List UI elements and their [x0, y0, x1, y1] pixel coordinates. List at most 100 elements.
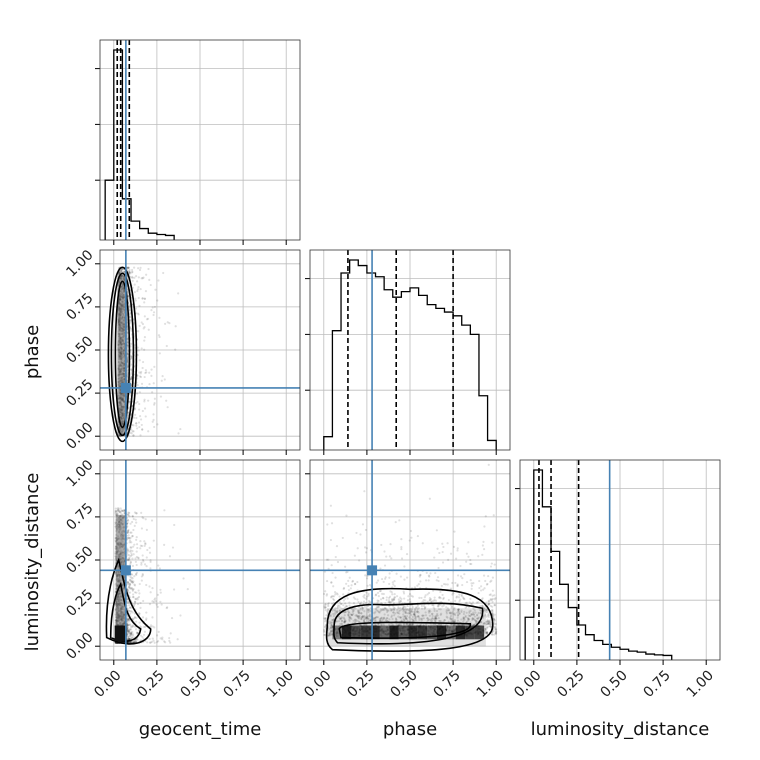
contour-1 — [110, 272, 135, 437]
scatter-point — [347, 588, 351, 592]
scatter-point — [489, 593, 492, 596]
scatter-point — [341, 536, 344, 540]
scatter-point — [135, 563, 138, 567]
scatter-point — [454, 613, 457, 617]
scatter-point — [485, 623, 488, 626]
scatter-point — [129, 522, 132, 525]
scatter-point — [421, 614, 424, 617]
scatter-point — [149, 641, 152, 644]
scatter-point — [426, 593, 429, 596]
scatter-point — [140, 575, 143, 578]
scatter-point — [142, 327, 145, 330]
scatter-point — [442, 596, 445, 600]
scatter-point — [369, 610, 372, 613]
scatter-point — [127, 638, 130, 641]
scatter-point — [165, 344, 168, 348]
scatter-point — [339, 617, 342, 620]
scatter-point — [356, 580, 359, 584]
scatter-point — [159, 637, 162, 640]
scatter-point — [118, 271, 121, 274]
scatter-point — [137, 267, 140, 270]
scatter-point — [397, 606, 400, 609]
scatter-point — [351, 579, 355, 583]
scatter-point — [366, 615, 370, 618]
scatter-point — [409, 612, 412, 615]
scatter-point — [358, 559, 361, 562]
scatter-point — [457, 608, 460, 611]
scatter-point — [140, 370, 143, 374]
scatter-point — [121, 509, 124, 513]
scatter-point — [141, 297, 144, 300]
scatter-point — [441, 542, 444, 545]
scatter-point — [127, 637, 130, 640]
scatter-point — [340, 616, 343, 619]
scatter-point — [126, 622, 129, 625]
scatter-point — [344, 620, 347, 623]
scatter-point — [405, 623, 409, 626]
scatter-point — [135, 598, 138, 601]
scatter-point — [390, 598, 394, 601]
x-tick-label: 0.50 — [177, 668, 210, 701]
scatter-point — [367, 594, 370, 597]
scatter-point — [384, 602, 387, 605]
scatter-point — [361, 616, 364, 619]
scatter-point — [168, 636, 171, 640]
scatter-point — [447, 609, 451, 612]
scatter-point — [141, 574, 144, 577]
scatter-point — [329, 613, 332, 616]
scatter-point — [130, 357, 134, 360]
scatter-point — [166, 321, 169, 324]
scatter-point — [486, 626, 489, 630]
scatter-point — [487, 600, 490, 603]
scatter-point — [470, 613, 473, 616]
scatter-point — [133, 266, 136, 269]
scatter-point — [474, 619, 477, 622]
scatter-point — [135, 538, 138, 541]
scatter-point — [142, 599, 145, 603]
scatter-point — [153, 403, 156, 406]
scatter-point — [347, 613, 350, 616]
scatter-point — [494, 622, 497, 626]
scatter-point — [126, 550, 130, 553]
scatter-point — [148, 371, 151, 374]
scatter-point — [127, 270, 130, 273]
scatter-point — [132, 434, 135, 437]
scatter-point — [145, 617, 148, 620]
scatter-point — [141, 573, 144, 576]
scatter-point — [127, 557, 131, 560]
scatter-point — [405, 608, 408, 612]
scatter-point — [130, 355, 133, 358]
panel-geocent_time-vs-luminosity_distance: 0.000.250.500.751.000.00 0.25 0.50 0.75 1.00 — [63, 457, 301, 701]
scatter-point — [453, 620, 456, 624]
scatter-point — [131, 588, 135, 591]
scatter-point — [456, 549, 459, 552]
scatter-point — [133, 604, 136, 608]
scatter-point — [129, 586, 132, 590]
scatter-point — [133, 290, 136, 294]
scatter-point — [383, 613, 386, 616]
scatter-point — [323, 633, 326, 637]
scatter-point — [128, 392, 132, 395]
scatter-point — [131, 275, 134, 278]
scatter-point — [390, 600, 393, 604]
scatter-point — [380, 577, 384, 581]
scatter-point — [130, 576, 133, 579]
scatter-point — [141, 544, 144, 548]
scatter-point — [119, 507, 122, 510]
scatter-point — [126, 411, 130, 414]
scatter-point — [154, 597, 157, 600]
scatter-point — [324, 605, 327, 609]
scatter-point — [478, 579, 481, 583]
scatter-point — [453, 628, 457, 632]
scatter-point — [143, 400, 146, 403]
scatter-point — [330, 626, 333, 629]
scatter-point — [129, 582, 132, 586]
scatter-point — [359, 607, 362, 610]
scatter-point — [368, 613, 372, 616]
scatter-point — [149, 560, 152, 564]
scatter-point — [365, 616, 368, 620]
scatter-point — [452, 545, 456, 548]
scatter-point — [130, 368, 133, 372]
scatter-point — [390, 614, 394, 617]
scatter-point — [385, 596, 388, 599]
